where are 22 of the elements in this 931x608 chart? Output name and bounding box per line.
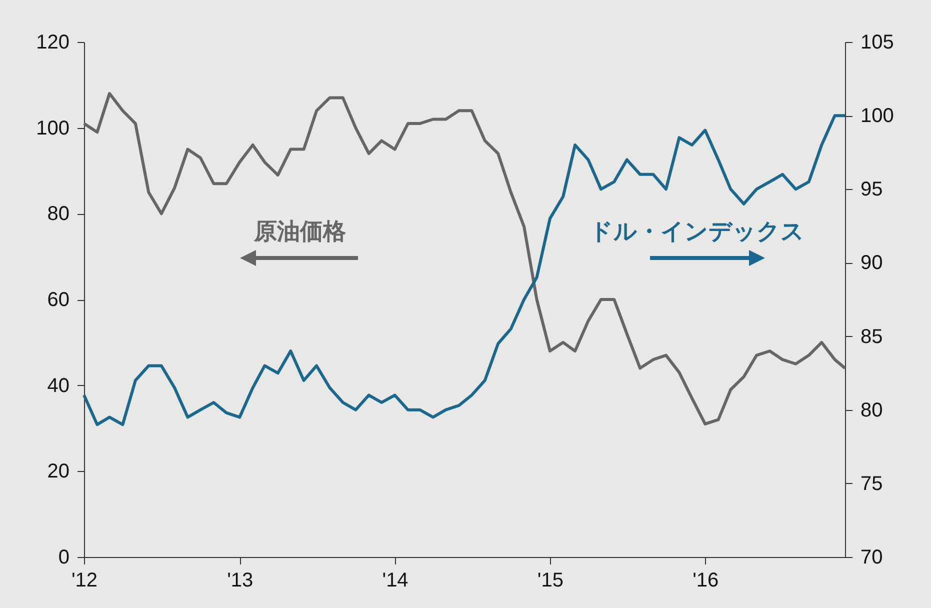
annotation: 原油価格: [253, 218, 346, 244]
y-tick-label: 20: [47, 460, 70, 483]
y2-tick-label: 70: [860, 546, 883, 568]
y-tick-label: 60: [47, 289, 70, 311]
y2-tick-label: 85: [860, 326, 883, 348]
y2-tick-label: 95: [860, 178, 883, 201]
x-tick-label: '15: [537, 570, 564, 592]
y2-tick-label: 90: [860, 252, 883, 274]
y-tick-label: 40: [47, 374, 70, 397]
y-tick-label: 80: [47, 203, 70, 226]
y2-tick-label: 105: [860, 32, 894, 54]
x-tick-label: '12: [71, 570, 98, 592]
y2-tick-label: 80: [860, 399, 883, 422]
x-tick-label: '13: [227, 570, 254, 592]
x-tick-label: '16: [692, 570, 719, 592]
y2-tick-label: 75: [860, 472, 883, 495]
x-tick-label: '14: [382, 570, 408, 592]
y2-tick-label: 100: [860, 105, 894, 128]
annotation: ドル・インデックス: [590, 218, 804, 244]
y-tick-label: 120: [36, 32, 70, 54]
y-tick-label: 100: [36, 117, 70, 140]
y-tick-label: 0: [58, 546, 70, 568]
